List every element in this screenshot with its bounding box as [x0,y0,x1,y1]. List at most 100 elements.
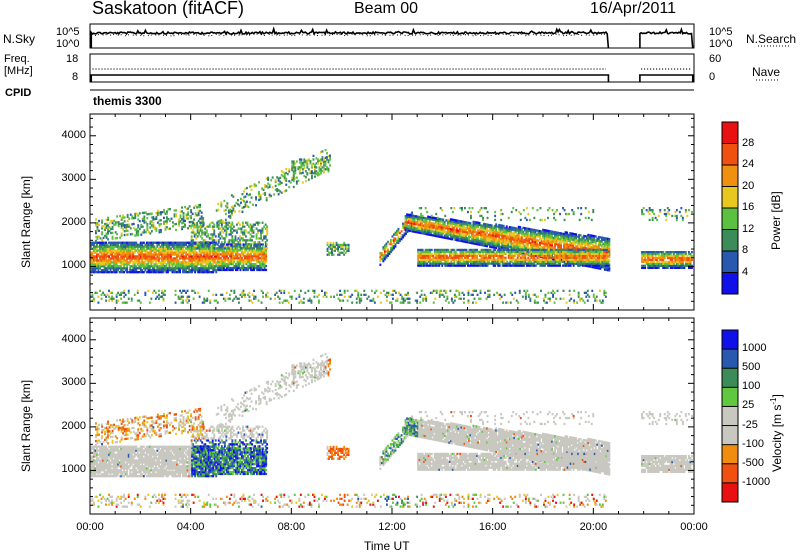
power-cell [139,255,142,258]
power-cell [154,263,157,266]
power-cell [239,245,241,248]
power-cell [400,230,403,233]
power-cell [124,269,127,272]
power-cell [469,222,472,225]
power-cell [263,253,266,256]
power-cell [177,255,180,258]
power-cell [418,227,421,230]
power-cell [231,237,234,240]
power-cell [525,231,528,234]
power-cell [216,249,219,252]
power-cell [327,159,330,162]
power-cell [232,205,235,208]
power-cell [197,267,200,270]
power-cell [210,237,213,240]
power-cell [148,245,151,248]
power-cell [490,230,493,233]
power-cell [489,239,491,242]
power-cell [606,237,609,240]
power-cell [130,255,133,258]
power-cell [93,247,95,250]
power-cell [196,243,199,246]
power-cell [309,171,312,175]
power-cell [113,223,116,226]
power-cell [462,264,465,267]
power-cell [223,225,226,228]
power-cell [139,251,142,254]
power-cell [602,236,605,240]
power-cell [167,253,169,256]
power-cell [105,269,107,272]
power-cell [492,230,495,233]
power-cell [190,214,193,218]
power-cell [147,212,150,216]
power-cell [532,244,535,247]
power-cell [555,235,558,238]
power-cell [435,256,438,259]
power-cell [101,233,103,236]
power-cell [424,222,427,226]
power-cell [175,209,177,212]
power-cell [496,243,499,246]
power-cell [529,234,532,237]
power-cell [255,204,257,207]
power-cell [298,161,301,164]
power-cell [105,249,107,252]
power-cell [447,262,450,265]
power-cell [206,269,209,272]
power-cell [195,257,198,260]
power-cell [457,239,460,242]
power-cell [476,248,478,252]
power-cell [543,242,546,245]
power-cell [97,261,100,264]
power-cell [121,259,124,262]
power-cell [388,250,391,253]
power-cell [424,224,427,228]
power-cell [154,249,157,252]
power-cell [505,233,508,236]
power-cell [121,249,124,252]
power-cell [490,243,493,247]
power-cell [104,222,106,226]
power-cell [467,262,469,265]
power-cell [552,246,555,249]
power-cell [164,226,167,229]
power-cell [179,247,181,250]
power-cell [436,254,439,257]
power-cell [446,237,449,240]
power-cell [526,237,529,240]
power-cell [415,215,418,218]
power-cell [443,222,446,226]
power-cell [174,249,177,252]
power-cell [95,239,97,243]
power-cell [516,251,519,254]
power-cell [200,265,203,268]
power-cell [453,252,456,255]
power-cell [199,225,202,228]
power-cell [462,228,464,231]
power-cell [461,254,463,257]
power-cell [337,243,339,247]
power-cell [529,243,532,247]
power-cell [419,225,422,229]
power-cell [249,223,252,226]
power-cell [507,245,510,248]
power-cell [208,237,211,240]
power-cell [158,223,161,226]
power-cell [582,240,585,243]
power-cell [448,229,451,232]
power-cell [564,235,567,238]
power-cell [510,226,513,229]
power-cell [575,249,578,252]
power-cell [496,241,499,244]
power-cell [402,234,404,237]
power-cell [453,254,456,257]
power-cell [277,177,280,180]
power-cell [126,249,129,252]
power-cell [123,249,126,252]
power-cell [439,231,442,235]
power-cell [560,244,562,247]
power-cell [439,252,442,255]
power-cell [210,247,213,250]
power-cell [141,245,144,248]
